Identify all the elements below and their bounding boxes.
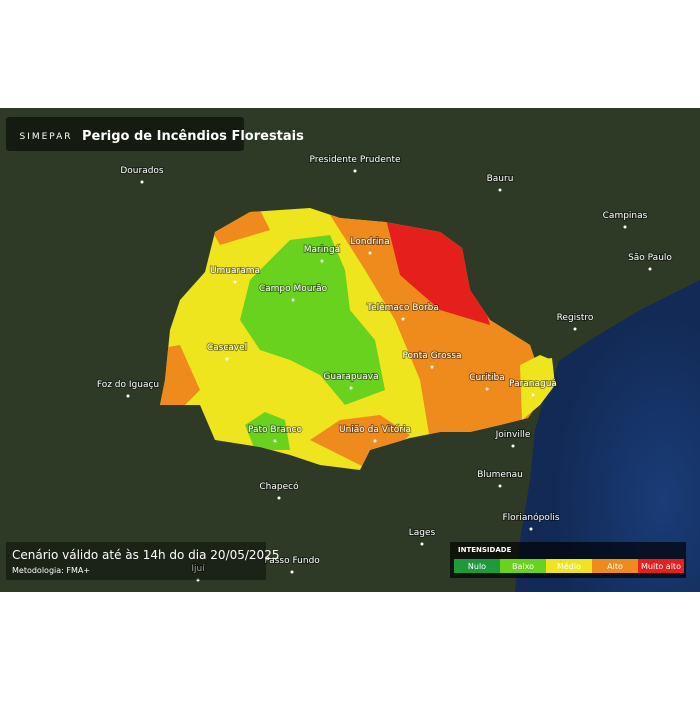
city-dot [648, 267, 652, 271]
city-label: Londrina [350, 237, 389, 247]
city-label: Umuarama [210, 266, 260, 276]
city-dot [529, 527, 533, 531]
city-dot [511, 444, 515, 448]
legend-label: Baixo [512, 562, 534, 571]
ocean [515, 280, 700, 592]
city-label: Telêmaco Borba [366, 302, 439, 313]
city-labels: Dourados Presidente Prudente Bauru Campinas… [96, 154, 673, 582]
legend-swatch [500, 559, 546, 573]
city-dot [573, 327, 577, 331]
city-dot [430, 365, 434, 369]
city-dot [196, 578, 200, 582]
legend-label: Nulo [468, 562, 486, 571]
legend-label: Alto [607, 562, 623, 571]
city-dot [320, 259, 324, 263]
city-label: União da Vitória [339, 424, 411, 435]
city-label: Florianópolis [502, 512, 559, 523]
legend-label: Muito alto [641, 562, 681, 571]
legend-label: Médio [557, 561, 581, 571]
city-dot [373, 439, 377, 443]
city-dot [623, 225, 627, 229]
city-label: Dourados [120, 166, 164, 176]
city-label: Cascavel [207, 343, 247, 353]
legend-swatch [454, 559, 500, 573]
city-label: Passo Fundo [264, 556, 320, 566]
legend-swatch [638, 559, 684, 573]
city-dot [420, 542, 424, 546]
city-label: Pato Branco [248, 425, 302, 435]
city-label: Paranaguá [509, 379, 557, 389]
city-label: Presidente Prudente [309, 155, 401, 165]
city-dot [225, 357, 229, 361]
city-label: Campo Mourão [259, 284, 328, 294]
city-dot [290, 570, 294, 574]
city-label: Blumenau [477, 470, 523, 480]
brand: SIMEPAR [19, 132, 72, 142]
city-label: Lages [409, 528, 436, 538]
header-box [6, 117, 244, 151]
city-label: Foz do Iguaçu [97, 380, 159, 390]
method: Metodologia: FMA+ [12, 566, 90, 575]
city-dot [368, 251, 372, 255]
validity: Cenário válido até às 14h do dia 20/05/2… [12, 548, 279, 562]
city-dot [498, 188, 502, 192]
legend-swatch [592, 559, 638, 573]
city-dot [291, 298, 295, 302]
title: Perigo de Incêndios Florestais [82, 129, 304, 144]
city-dot [401, 317, 405, 321]
city-dot [277, 496, 281, 500]
city-dot [273, 439, 277, 443]
city-dot [485, 387, 489, 391]
footer-box [6, 542, 266, 580]
city-dot [140, 180, 144, 184]
city-label: Bauru [487, 174, 514, 184]
city-dot [498, 484, 502, 488]
city-dot [233, 280, 237, 284]
city-dot [126, 394, 130, 398]
city-dot [353, 169, 357, 173]
city-dot [349, 386, 353, 390]
city-label: Joinville [495, 430, 531, 440]
legend-title: INTENSIDADE [458, 546, 512, 554]
city-label: Ijuí [191, 564, 205, 574]
city-label: Guarapuava [323, 372, 378, 382]
city-label: Ponta Grossa [402, 351, 461, 361]
legend-swatch [546, 559, 592, 573]
city-label: Maringá [304, 245, 340, 255]
legend: Nulo Baixo Médio Alto Muito alto [454, 559, 684, 573]
city-dot [531, 393, 535, 397]
city-label: Campinas [603, 211, 648, 221]
city-label: Registro [557, 313, 594, 323]
city-label: Curitiba [469, 373, 504, 383]
city-label: Chapecó [259, 481, 299, 492]
city-label: São Paulo [628, 253, 672, 263]
coast-zone [520, 355, 555, 420]
